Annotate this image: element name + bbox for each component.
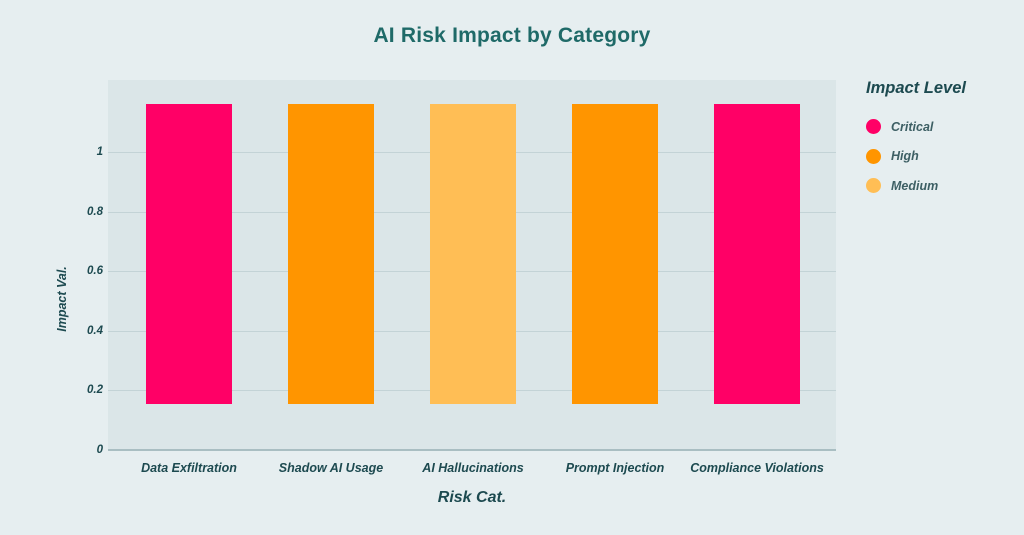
y-tick-label: 0.4 — [87, 324, 103, 337]
legend-items: Critical High Medium — [866, 112, 966, 201]
legend-label: High — [891, 149, 919, 164]
x-axis-label: Risk Cat. — [437, 489, 507, 506]
legend-item-high[interactable]: High — [866, 142, 966, 172]
y-tick-label: 0.2 — [87, 384, 103, 397]
bar-data-exfiltration[interactable] — [146, 104, 232, 404]
y-tick-label: 0.6 — [87, 265, 103, 278]
x-tick-label: Shadow AI Usage — [278, 461, 384, 475]
bar-ai-hallucinations[interactable] — [430, 104, 516, 404]
x-tick-label: Prompt Injection — [565, 461, 665, 475]
legend-item-critical[interactable]: Critical — [866, 112, 966, 142]
legend: Impact Level Critical High Medium — [866, 79, 966, 201]
x-axis-line — [108, 449, 836, 451]
legend-item-medium[interactable]: Medium — [866, 171, 966, 201]
x-tick-label: Compliance Violations — [690, 461, 824, 475]
y-tick-label: 1 — [96, 146, 103, 158]
circle-icon — [866, 178, 881, 194]
y-tick-label: 0.8 — [87, 205, 103, 218]
bar-compliance-violations[interactable] — [714, 104, 800, 404]
circle-icon — [866, 148, 881, 164]
x-tick-label: AI Hallucinations — [422, 461, 524, 475]
bar-prompt-injection[interactable] — [572, 104, 658, 404]
x-tick-label: Data Exfiltration — [141, 461, 237, 475]
plot-area — [108, 80, 836, 451]
y-tick-label: 0 — [96, 444, 103, 456]
chart-title: AI Risk Impact by Category — [373, 24, 651, 47]
legend-label: Medium — [891, 178, 939, 193]
legend-label: Critical — [891, 119, 934, 134]
y-axis-label: Impact Val. — [55, 266, 69, 332]
bar-shadow-ai-usage[interactable] — [288, 104, 374, 404]
legend-title: Impact Level — [866, 79, 966, 97]
circle-icon — [866, 119, 881, 135]
